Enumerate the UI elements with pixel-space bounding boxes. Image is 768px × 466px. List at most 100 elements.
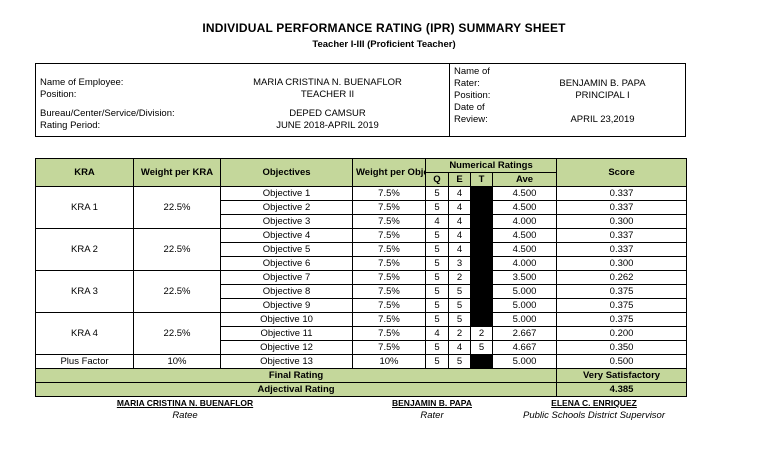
rater-name-row: Rater: BENJAMIN B. PAPA [454, 78, 681, 90]
objective-weight-cell: 7.5% [352, 256, 426, 271]
e-cell: 5 [448, 298, 471, 313]
rater-signature-name: BENJAMIN B. PAPA [392, 398, 472, 408]
e-cell: 5 [448, 312, 471, 327]
t-cell [470, 186, 493, 201]
objective-cell: Objective 4 [220, 228, 353, 243]
employee-name-label: Name of Employee: [40, 77, 124, 88]
final-rating-row: Final Rating Very Satisfactory [34, 368, 688, 383]
kra-weight-cell: 22.5% [133, 186, 221, 229]
e-cell: 4 [448, 214, 471, 229]
t-cell: 5 [470, 340, 493, 355]
final-rating-label: Final Rating [34, 368, 558, 383]
objective-weight-cell: 7.5% [352, 228, 426, 243]
ave-cell: 4.500 [491, 186, 558, 201]
review-date-value: APRIL 23,2019 [570, 114, 635, 125]
score-cell: 0.375 [556, 284, 688, 299]
e-cell: 5 [448, 354, 471, 369]
table-row: Objective 9 7.5% 5 5 5.000 0.375 [36, 298, 688, 313]
page-title: INDIVIDUAL PERFORMANCE RATING (IPR) SUMM… [202, 21, 566, 35]
score-cell: 0.375 [556, 298, 688, 313]
ave-cell: 5.000 [491, 354, 558, 369]
page-subtitle: Teacher I-III (Proficient Teacher) [312, 39, 456, 50]
t-cell [470, 200, 493, 215]
q-cell: 5 [425, 242, 449, 257]
t-cell: 2 [470, 326, 493, 341]
review-date-label-line2: Review: [454, 114, 488, 125]
ave-cell: 4.000 [491, 214, 558, 229]
bureau-value: DEPED CAMSUR [289, 108, 366, 119]
table-row: Objective 11 7.5% 4 2 2 2.667 0.200 [36, 326, 688, 341]
t-cell [470, 298, 493, 313]
supervisor-signature-name: ELENA C. ENRIQUEZ [551, 398, 637, 408]
q-cell: 5 [425, 354, 449, 369]
employee-name-value: MARIA CRISTINA N. BUENAFLOR [253, 77, 402, 88]
table-row: KRA 1 22.5% Objective 1 7.5% 5 4 4.500 0… [35, 186, 688, 229]
e-cell: 4 [448, 200, 471, 215]
score-cell: 0.200 [556, 326, 688, 341]
objective-cell: Objective 2 [220, 200, 353, 215]
ratee-signature-role: Ratee [172, 410, 198, 421]
employee-position-row: Position: TEACHER II [40, 89, 445, 101]
q-cell: 5 [425, 186, 449, 201]
score-cell: 0.350 [556, 340, 688, 355]
e-cell: 4 [448, 242, 471, 257]
kra-weight-cell: 10% [133, 354, 221, 369]
rater-position-label: Position: [454, 90, 491, 101]
kra-weight-cell: 22.5% [133, 270, 221, 313]
objective-weight-cell: 7.5% [352, 242, 426, 257]
ave-cell: 4.000 [491, 256, 558, 271]
objective-weight-cell: 7.5% [352, 340, 426, 355]
ave-cell: 2.667 [491, 326, 558, 341]
e-cell: 4 [448, 228, 471, 243]
adjectival-rating-value: 4.385 [556, 382, 688, 397]
rating-period-label: Rating Period: [40, 120, 101, 131]
t-cell [470, 228, 493, 243]
ave-cell: 4.667 [491, 340, 558, 355]
table-row: KRA 2 22.5% Objective 4 7.5% 5 4 4.500 0… [35, 228, 688, 271]
ratee-signature-block: MARIA CRISTINA N. BUENAFLOR Ratee [85, 398, 285, 421]
employee-position-label: Position: [40, 89, 77, 100]
col-header-weight-per-kra: Weight per KRA [133, 158, 221, 187]
header-info-box: Name of Employee: MARIA CRISTINA N. BUEN… [35, 63, 686, 137]
objective-cell: Objective 5 [220, 242, 353, 257]
col-header-weight-per-objective: Weight per Objective [352, 158, 426, 187]
objective-cell: Objective 10 [220, 312, 353, 327]
rater-signature-role: Rater [420, 410, 444, 421]
employee-position-value: TEACHER II [300, 89, 355, 100]
ave-cell: 5.000 [491, 298, 558, 313]
objective-weight-cell: 7.5% [352, 186, 426, 201]
objective-weight-cell: 7.5% [352, 312, 426, 327]
rating-period-value: JUNE 2018-APRIL 2019 [276, 120, 379, 131]
score-cell: 0.337 [556, 228, 688, 243]
col-header-ave: Ave [491, 172, 558, 187]
e-cell: 3 [448, 256, 471, 271]
e-cell: 2 [448, 326, 471, 341]
e-cell: 4 [448, 340, 471, 355]
t-cell [470, 354, 493, 369]
col-header-kra: KRA [35, 158, 134, 187]
kra-cell: KRA 2 [35, 228, 134, 271]
rating-table: KRA Weight per KRA Objectives Weight per… [34, 158, 688, 397]
objective-cell: Objective 12 [220, 340, 353, 355]
score-cell: 0.300 [556, 256, 688, 271]
kra-cell: KRA 3 [35, 270, 134, 313]
t-cell [470, 312, 493, 327]
score-cell: 0.300 [556, 214, 688, 229]
t-cell [470, 284, 493, 299]
kra-cell: KRA 4 [35, 312, 134, 355]
score-cell: 0.375 [556, 312, 688, 327]
e-cell: 5 [448, 284, 471, 299]
rater-position-value: PRINCIPAL I [575, 90, 630, 101]
employee-info: Name of Employee: MARIA CRISTINA N. BUEN… [36, 64, 449, 136]
t-cell [470, 256, 493, 271]
objective-cell: Objective 9 [220, 298, 353, 313]
rating-period-row: Rating Period: JUNE 2018-APRIL 2019 [40, 120, 445, 132]
objective-weight-cell: 7.5% [352, 270, 426, 285]
rater-position-row: Position: PRINCIPAL I [454, 90, 681, 102]
ave-cell: 4.500 [491, 242, 558, 257]
table-row: KRA 4 22.5% Objective 10 7.5% 5 5 5.000 … [35, 312, 688, 355]
table-header-row-1: KRA Weight per KRA Objectives Weight per… [35, 158, 688, 187]
adjectival-rating-row: Adjectival Rating 4.385 [34, 382, 688, 397]
score-cell: 0.337 [556, 242, 688, 257]
